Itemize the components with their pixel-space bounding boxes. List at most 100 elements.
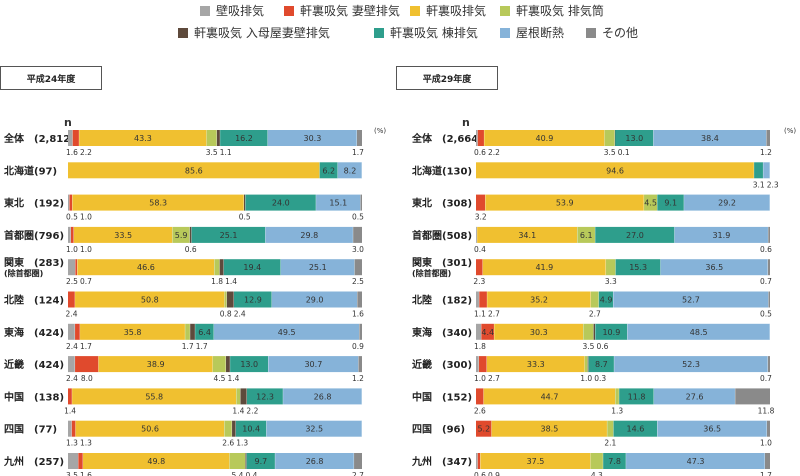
data-label-below: 0.9 xyxy=(352,342,364,351)
bar-segment xyxy=(75,323,81,340)
data-label-below: 0.6 xyxy=(596,342,608,351)
row-label: 北海道 xyxy=(4,164,34,177)
data-label-below: 1.6 xyxy=(352,310,364,319)
data-label: 9.1 xyxy=(664,199,677,208)
data-label-below: 2.6 xyxy=(474,406,486,415)
data-label-below: 2.5 xyxy=(352,277,364,286)
bar-segment xyxy=(214,259,220,276)
data-label-below: 2.7 xyxy=(488,374,500,383)
bar-segment xyxy=(657,420,767,437)
bar-segment xyxy=(644,194,658,211)
panel-title-h24: 平成24年度 xyxy=(0,66,102,90)
bar-segment xyxy=(765,453,770,469)
data-label-below: 1.3 xyxy=(66,439,78,448)
data-label: 6.1 xyxy=(580,231,593,240)
row-n: (508) xyxy=(442,231,472,242)
bar-segment xyxy=(191,226,266,243)
data-label-below: 1.4 xyxy=(225,277,237,286)
row-label: 中国 xyxy=(4,390,24,403)
data-label: 33.3 xyxy=(527,360,545,369)
legend-item-eave-stack: 軒裏吸気 排気筒 xyxy=(500,2,604,19)
legend-swatch xyxy=(586,27,596,38)
n-header-h24: n xyxy=(64,116,72,129)
bar-segment xyxy=(674,226,769,243)
row-label: 関東 xyxy=(4,256,24,269)
row-label: 関東 xyxy=(412,256,432,269)
bar-segment xyxy=(73,226,173,243)
bar-segment xyxy=(605,259,616,276)
data-label: 33.5 xyxy=(114,231,132,240)
data-label: 50.8 xyxy=(141,296,159,305)
bar-segment xyxy=(619,388,654,405)
data-label: 13.0 xyxy=(240,360,258,369)
row-label: 東北 xyxy=(4,197,24,210)
data-label-below: 11.8 xyxy=(758,406,775,415)
bar-segment xyxy=(68,130,73,146)
data-label-below: 0.3 xyxy=(594,374,606,383)
data-label-below: 0.7 xyxy=(760,374,772,383)
bar-segment xyxy=(484,130,605,146)
legend-swatch xyxy=(178,27,188,38)
bar-segment xyxy=(190,323,196,340)
data-label-below: 1.1 xyxy=(220,148,232,157)
bar-segment xyxy=(477,226,578,243)
data-label-below: 1.7 xyxy=(352,148,364,157)
data-label-below: 0.1 xyxy=(618,148,630,157)
legend-swatch xyxy=(374,27,384,38)
bar-segment xyxy=(68,162,320,179)
bar-segment xyxy=(587,356,589,373)
data-label-below: 0.5 xyxy=(760,310,772,319)
bar-segment xyxy=(219,259,224,276)
row-label: 中国 xyxy=(412,390,432,403)
data-label: 10.9 xyxy=(602,328,620,337)
bar-segment xyxy=(77,259,215,276)
row-n: (2,664) xyxy=(442,134,483,145)
row-n: (97) xyxy=(34,166,57,177)
bar-segment xyxy=(590,291,599,308)
data-label-below: 2.7 xyxy=(589,310,601,319)
bar-segment xyxy=(584,356,588,373)
row-n: (424) xyxy=(34,360,64,371)
row-label: 東海 xyxy=(412,326,432,339)
bar-segment xyxy=(245,453,247,469)
data-label-below: 3.2 xyxy=(475,213,487,222)
row-label: 北海道 xyxy=(412,164,442,177)
bar-segment xyxy=(78,453,84,469)
bar-segment xyxy=(476,356,479,373)
data-label: 15.3 xyxy=(629,263,647,272)
bar-segment xyxy=(68,194,70,211)
bar-segment xyxy=(71,420,76,437)
data-label-below: 2.6 xyxy=(222,439,234,448)
bar-segment xyxy=(185,323,191,340)
data-label: 58.3 xyxy=(149,199,167,208)
data-label-below: 0.7 xyxy=(80,277,92,286)
data-label: 52.7 xyxy=(682,296,700,305)
bar-segment xyxy=(235,420,267,437)
data-label: 7.8 xyxy=(608,457,621,466)
row-label: 首都圏 xyxy=(4,229,34,242)
data-label-below: 1.8 xyxy=(211,277,223,286)
data-label-below: 1.7 xyxy=(182,342,194,351)
row-label: 北陸 xyxy=(412,294,432,307)
bar-segment xyxy=(316,194,361,211)
data-label: 43.3 xyxy=(134,134,152,143)
data-label-below: 3.3 xyxy=(605,277,617,286)
bar-segment xyxy=(359,323,362,340)
data-label-below: 3.5 xyxy=(604,148,616,157)
legend-item-other: その他 xyxy=(586,24,638,41)
data-label-below: 2.2 xyxy=(80,148,92,157)
bar-segment xyxy=(226,291,234,308)
data-label: 26.8 xyxy=(306,457,324,466)
data-label-below: 1.4 xyxy=(227,374,239,383)
data-label-below: 0.8 xyxy=(220,310,232,319)
row-label: 近畿 xyxy=(4,358,24,371)
legend-label: 軒裏吸気 入母屋妻壁排気 xyxy=(194,26,330,40)
bar-segment xyxy=(283,388,362,405)
data-label: 44.7 xyxy=(541,392,559,401)
row-n: (77) xyxy=(34,425,57,436)
data-label: 52.3 xyxy=(682,360,700,369)
data-label-below: 1.7 xyxy=(80,342,92,351)
data-label: 30.7 xyxy=(304,360,322,369)
bar-segment xyxy=(485,194,645,211)
bar-segment xyxy=(603,453,627,469)
